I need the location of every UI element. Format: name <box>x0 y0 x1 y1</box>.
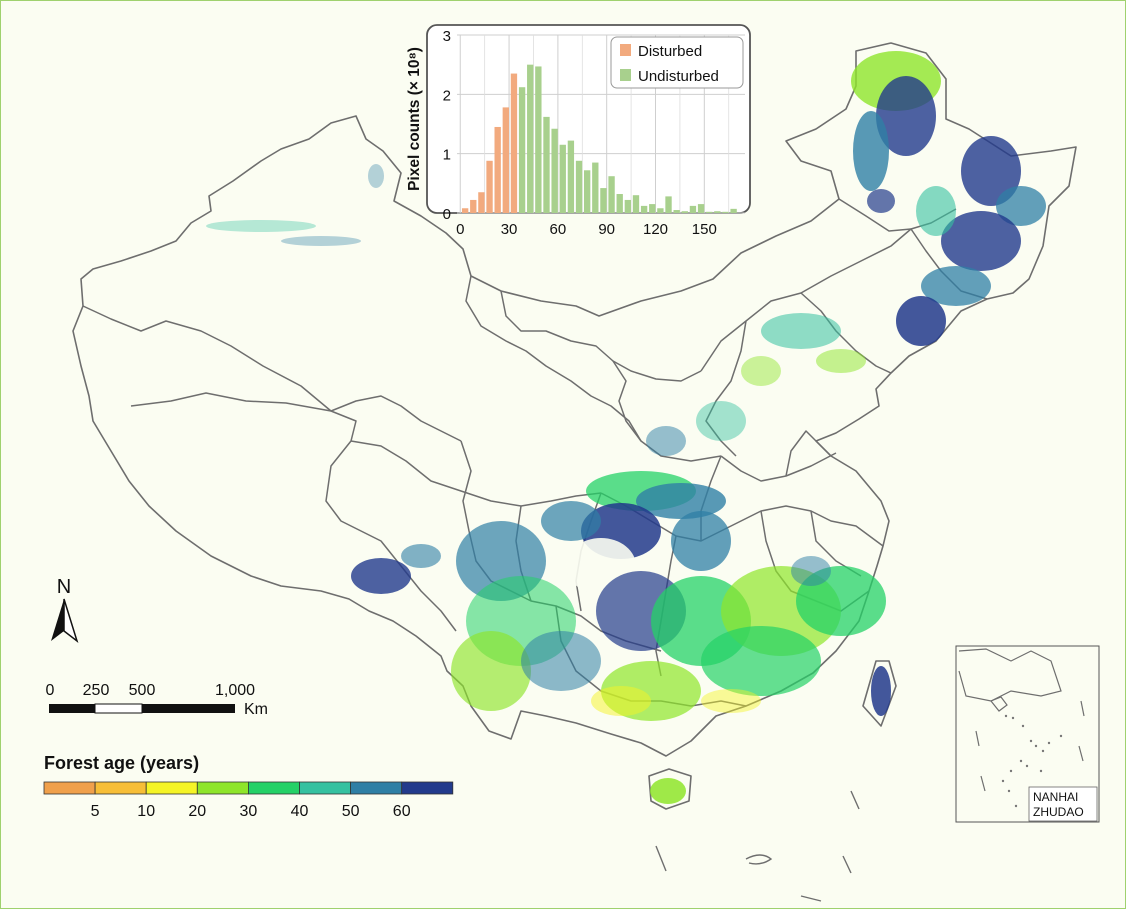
bar-disturbed-8 <box>470 199 477 213</box>
scale-segment-2 <box>94 703 143 714</box>
nanhai-dash-lines <box>975 700 1085 792</box>
bar-undisturbed-38 <box>518 87 526 213</box>
legend-swatch-undisturbed <box>620 69 631 81</box>
bar-undisturbed-83 <box>592 162 599 213</box>
bar-undisturbed-103 <box>624 199 632 213</box>
nanhai-inset: NANHAI ZHUDAO <box>955 645 1100 823</box>
bar-undisturbed-148 <box>697 204 705 213</box>
bar-undisturbed-68 <box>567 140 575 213</box>
nanhai-inset-coast <box>958 648 1062 702</box>
scale-label-500: 500 <box>129 682 156 699</box>
north-arrow-right-half <box>63 598 79 644</box>
bar-undisturbed-143 <box>689 205 697 213</box>
colorbar-tick-label: 20 <box>188 803 206 820</box>
y-tick-label: 0 <box>443 206 451 223</box>
histogram-legend: Disturbed Undisturbed <box>610 36 744 89</box>
nanhai-label-line2: ZHUDAO <box>1033 805 1084 819</box>
bar-undisturbed-88 <box>600 188 607 213</box>
scale-label-250: 250 <box>83 682 110 699</box>
bar-undisturbed-153 <box>706 211 713 213</box>
scale-bar: 0 250 500 1,000 Km <box>46 682 268 718</box>
colorbar-tick-label: 30 <box>240 803 258 820</box>
scale-label-1000: 1,000 <box>215 682 255 699</box>
bar-undisturbed-78 <box>583 170 591 213</box>
bar-undisturbed-168 <box>730 208 737 213</box>
x-tick-label: 0 <box>456 221 464 238</box>
bar-disturbed-3 <box>461 208 469 213</box>
scale-segment-3 <box>142 704 235 713</box>
histogram-y-axis-label: Pixel counts (× 10⁸) <box>406 47 423 191</box>
x-tick-label: 120 <box>643 221 668 238</box>
bar-disturbed-33 <box>510 73 518 213</box>
colorbar-segment-2 <box>145 781 198 795</box>
bar-undisturbed-118 <box>649 204 656 213</box>
x-tick-label: 60 <box>550 221 567 238</box>
bar-undisturbed-163 <box>722 211 729 213</box>
legend-swatch-disturbed <box>620 44 631 56</box>
nanhai-label-line1: NANHAI <box>1033 790 1078 804</box>
bar-undisturbed-123 <box>657 208 664 213</box>
bar-undisturbed-98 <box>616 194 623 213</box>
x-tick-label: 30 <box>501 221 518 238</box>
scale-segment-1 <box>49 704 95 713</box>
bar-undisturbed-53 <box>543 116 550 213</box>
forest-age-colorbar-ticks: 5 10 20 30 40 50 60 <box>91 803 411 820</box>
scale-label-0: 0 <box>46 682 55 699</box>
nanhai-label-box <box>1028 786 1098 822</box>
histogram-y-ticks: 0 1 2 3 <box>443 28 451 223</box>
histogram-x-ticks: 0 30 60 90 120 150 <box>456 221 717 238</box>
colorbar-segment-0 <box>43 781 96 795</box>
forest-age-colorbar <box>43 781 454 795</box>
legend-label-disturbed: Disturbed <box>638 43 702 60</box>
colorbar-tick-label: 10 <box>137 803 155 820</box>
y-tick-label: 3 <box>443 28 451 45</box>
nanhai-islands <box>1001 714 1063 808</box>
colorbar-segment-5 <box>299 781 351 795</box>
bar-disturbed-13 <box>478 192 485 213</box>
colorbar-tick-label: 5 <box>91 803 100 820</box>
colorbar-segment-4 <box>247 781 300 795</box>
y-tick-label: 1 <box>443 147 451 164</box>
bar-undisturbed-158 <box>714 211 721 213</box>
x-tick-label: 90 <box>598 221 615 238</box>
bar-undisturbed-113 <box>640 205 648 213</box>
north-arrow-label: N <box>57 576 71 598</box>
forest-age-legend: Forest age (years) 5 10 20 30 40 50 60 <box>43 753 454 820</box>
colorbar-segment-6 <box>350 781 403 795</box>
bar-disturbed-28 <box>502 107 509 213</box>
bar-undisturbed-58 <box>551 128 558 213</box>
north-arrow: N <box>51 576 79 644</box>
bar-undisturbed-133 <box>673 210 680 213</box>
scale-unit: Km <box>244 701 268 718</box>
y-tick-label: 2 <box>443 87 451 104</box>
histogram-bars <box>461 64 737 214</box>
south-sea-dashes <box>655 790 860 902</box>
nanhai-inset-hainan <box>990 696 1008 712</box>
colorbar-segment-7 <box>401 781 454 795</box>
bar-undisturbed-93 <box>608 176 615 213</box>
legend-box <box>610 36 744 89</box>
legend-label-undisturbed: Undisturbed <box>638 68 719 85</box>
bar-undisturbed-63 <box>559 144 566 213</box>
bar-undisturbed-48 <box>535 66 542 214</box>
colorbar-tick-label: 60 <box>393 803 411 820</box>
bar-disturbed-18 <box>486 160 493 213</box>
forest-coverage <box>206 51 1046 804</box>
bar-undisturbed-108 <box>632 195 640 213</box>
colorbar-tick-label: 50 <box>342 803 360 820</box>
bar-disturbed-23 <box>494 126 501 213</box>
x-tick-label: 150 <box>692 221 717 238</box>
forest-age-legend-title: Forest age (years) <box>44 753 199 773</box>
bar-undisturbed-138 <box>681 211 688 213</box>
north-arrow-left-half <box>51 599 64 641</box>
bar-undisturbed-128 <box>665 196 672 213</box>
colorbar-segment-1 <box>94 781 147 795</box>
bar-undisturbed-73 <box>575 160 583 213</box>
colorbar-segment-3 <box>196 781 249 795</box>
colorbar-tick-label: 40 <box>291 803 309 820</box>
bar-undisturbed-43 <box>527 64 534 213</box>
